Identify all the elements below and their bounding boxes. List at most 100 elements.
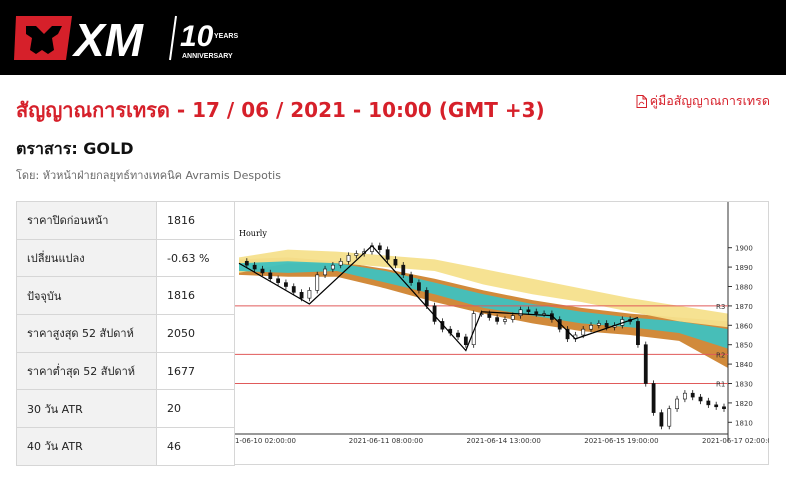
stats-row: ราคาปิดก่อนหน้า 1816 [16,201,235,240]
stat-value: 46 [156,427,235,466]
stats-table: ราคาปิดก่อนหน้า 1816 เปลี่ยนแปลง -0.63 % ป… [16,201,235,466]
anniversary-number: 10 [180,20,214,53]
candle-body [471,313,476,346]
anniversary-word: ANNIVERSARY [182,53,233,60]
zigzag-line [238,244,639,352]
author-byline: โดย: หัวหน้าฝ่ายกลยุทธ์ทางเทคนิค Avramis… [16,169,281,182]
candle-body [682,392,687,400]
y-tick-label: 1860 [735,322,753,330]
candle-body [284,282,288,287]
candle-body [722,406,726,410]
stats-row: 40 วัน ATR 46 [16,427,235,466]
top-bar: XM 10 YEARS ANNIVERSARY [0,0,786,75]
candle-body [409,274,413,283]
candle-body [315,274,320,291]
stat-value: 2050 [156,314,235,353]
instrument-heading: ตราสาร: GOLD [16,139,134,158]
candle-body [659,412,664,427]
candle-body [346,255,351,262]
candle-body [636,321,640,345]
level-label-r2: R2 [716,351,725,359]
stat-value: 20 [156,389,235,429]
stat-label: ราคาสูงสุด 52 สัปดาห์ [16,314,157,353]
candle-body [534,311,539,314]
y-tick-label: 1820 [735,400,753,408]
candle-body [456,332,460,338]
y-tick-label: 1840 [735,361,753,369]
candle-body [244,260,249,266]
y-tick-label: 1900 [735,245,753,253]
candle-body [268,272,273,280]
candle-body [495,317,500,322]
candle-body [643,344,648,384]
bull-icon [14,16,72,60]
candle-body [276,278,281,283]
candle-body [377,245,382,250]
y-tick-label: 1850 [735,342,753,350]
candle-body [252,264,257,270]
candle-body [690,392,695,398]
stat-value: -0.63 % [156,238,235,278]
candle-body [604,323,609,328]
y-tick-label: 1830 [735,381,753,389]
x-tick-label: 2021-06-15 19:00:00 [584,437,658,445]
candle-body [487,313,492,318]
candle-body [706,400,711,406]
candle-body [323,268,327,276]
candle-body [463,336,468,346]
candle-body [354,253,359,256]
band-orange [239,257,728,368]
x-tick-label: 2021-06-17 02:00:00 [702,437,769,445]
candle-body [503,319,507,322]
price-chart: R3 R2 R1 1810 1820 1830 1840 1850 1860 1870 1880 18… [235,201,769,465]
timeframe-label: Hourly [239,229,267,238]
candle-body [338,260,343,266]
y-tick-label: 1870 [735,303,753,311]
candle-body [518,309,523,316]
guide-link[interactable]: คู่มือสัญญาณการเทรด [636,91,770,111]
candle-body [299,292,304,299]
candle-body [385,249,390,260]
candle-body [417,282,421,291]
logo-text: XM [71,14,145,64]
level-label-r3: R3 [716,303,725,311]
candle-body [675,398,679,410]
stat-label: ราคาปิดก่อนหน้า [16,201,157,240]
stat-value: 1816 [156,201,235,240]
candle-body [424,290,429,307]
candle-body [651,383,656,413]
stats-row: ราคาสูงสุด 52 สัปดาห์ 2050 [16,314,235,353]
xm-logo[interactable]: XM 10 YEARS ANNIVERSARY [14,12,244,64]
pdf-icon [636,94,647,108]
stat-value: 1677 [156,351,235,391]
stats-row: 30 วัน ATR 20 [16,389,235,429]
candle-body [307,290,312,299]
stat-value: 1816 [156,276,235,316]
candle-body [581,328,586,336]
candle-body [714,404,719,408]
candle-body [698,396,703,402]
stats-row: ราคาต่ำสุด 52 สัปดาห์ 1677 [16,351,235,391]
stat-label: เปลี่ยนแปลง [16,238,157,278]
stats-row: เปลี่ยนแปลง -0.63 % [16,238,235,278]
band-yellow [239,249,728,328]
candle-body [565,328,570,340]
band-teal [239,261,728,349]
level-label-r1: R1 [716,381,725,389]
y-tick-label: 1890 [735,264,753,272]
chart-svg: R3 R2 R1 1810 1820 1830 1840 1850 1860 1870 1880 18… [235,202,769,445]
x-tick-label: 1-06-10 02:00:00 [235,437,296,445]
candle-body [260,268,265,274]
guide-link-label: คู่มือสัญญาณการเทรด [649,93,770,108]
candle-body [596,323,601,326]
stat-label: ราคาต่ำสุด 52 สัปดาห์ [16,351,157,391]
candle-body [330,264,335,270]
anniversary-years: YEARS [214,33,238,40]
page-title: สัญญาณการเทรด - 17 / 06 / 2021 - 10:00 (… [16,98,545,122]
x-tick-label: 2021-06-14 13:00:00 [467,437,541,445]
candle-body [526,309,531,313]
candle-body [510,315,515,320]
candle-body [291,286,296,293]
candle-body [667,408,672,427]
stat-label: 30 วัน ATR [16,389,157,429]
